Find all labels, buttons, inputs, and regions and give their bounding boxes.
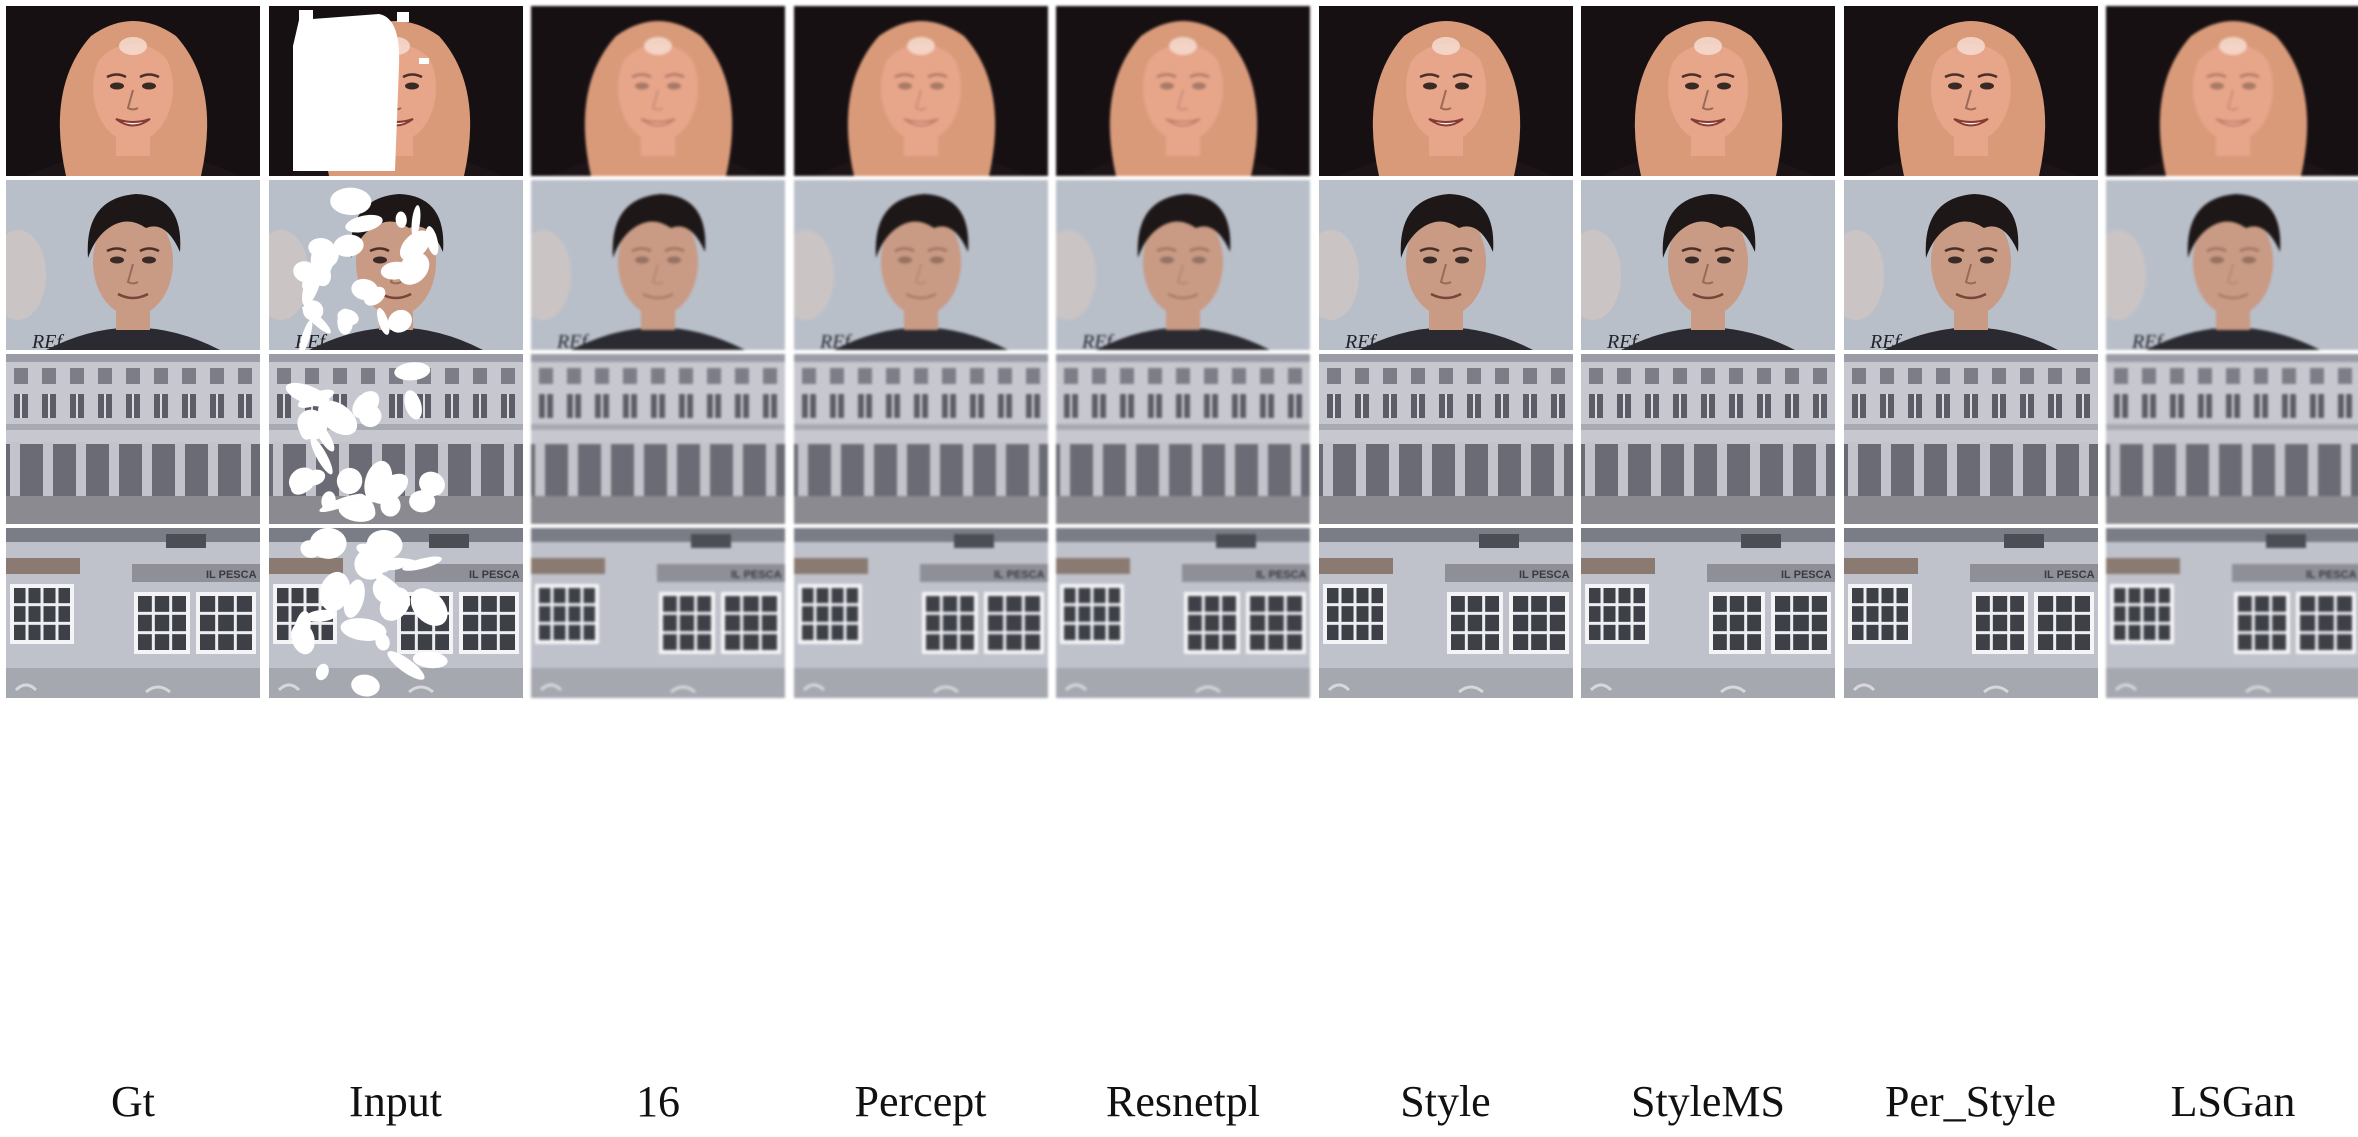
- man-portrait-photo-masked-input-image: REf: [268, 180, 523, 350]
- column-label-input: Input: [349, 1077, 442, 1126]
- shopfront-facade-photo-inpainted-result-image: IL PESCA: [1318, 528, 1573, 698]
- woman-portrait-photo-inpainted-result-image: [1581, 6, 1835, 176]
- woman-portrait-photo-inpainted-result-image: [531, 6, 785, 176]
- building-facade-photo-inpainted-result-image: [1056, 354, 1310, 524]
- image-cell-building-1-per_style: [1843, 354, 2098, 524]
- image-cell-building-2-lsgan: IL PESCA: [2106, 528, 2358, 698]
- man-portrait-photo-inpainted-result-image: REf: [1843, 180, 2098, 350]
- svg-text:IL PESCA: IL PESCA: [1781, 569, 1832, 581]
- image-cell-face-man-resnetpl: REf: [1056, 180, 1310, 350]
- image-cell-building-1-16: [531, 354, 785, 524]
- woman-portrait-photo-inpainted-result-image: [1843, 6, 2098, 176]
- image-cell-building-2-16: IL PESCA: [531, 528, 785, 698]
- woman-portrait-photo-inpainted-result-image: [1056, 6, 1310, 176]
- svg-text:IL PESCA: IL PESCA: [994, 569, 1045, 581]
- image-cell-face-woman-resnetpl: [1056, 6, 1310, 176]
- svg-text:IL PESCA: IL PESCA: [469, 569, 520, 581]
- shopfront-facade-photo-inpainted-result-image: IL PESCA: [793, 528, 1048, 698]
- building-facade-photo-inpainted-result-image: [531, 354, 785, 524]
- image-cell-building-2-per_style: IL PESCA: [1843, 528, 2098, 698]
- shopfront-facade-photo-inpainted-result-image: IL PESCA: [1843, 528, 2098, 698]
- column-label-lsgan: LSGan: [2170, 1077, 2296, 1126]
- column-label-stylems: StyleMS: [1630, 1077, 1786, 1126]
- column-label-per_style: Per_Style: [1884, 1077, 2057, 1126]
- man-portrait-photo-inpainted-result-image: REf: [2106, 180, 2358, 350]
- building-facade-photo-ground-truth-image: [6, 354, 260, 524]
- column-label-16: 16: [636, 1077, 680, 1126]
- building-facade-photo-inpainted-result-image: [793, 354, 1048, 524]
- woman-portrait-photo-ground-truth-image: [6, 6, 260, 176]
- column-label-gt: Gt: [111, 1077, 155, 1126]
- shopfront-facade-photo-ground-truth-image: IL PESCA: [6, 528, 260, 698]
- man-portrait-photo-ground-truth-image: REf: [6, 180, 260, 350]
- image-cell-face-man-gt: REf: [6, 180, 260, 350]
- woman-portrait-photo-inpainted-result-image: [2106, 6, 2358, 176]
- man-portrait-photo-inpainted-result-image: REf: [793, 180, 1048, 350]
- image-cell-face-woman-percept: [793, 6, 1048, 176]
- building-facade-photo-inpainted-result-image: [1843, 354, 2098, 524]
- image-cell-face-man-stylems: REf: [1581, 180, 1835, 350]
- shopfront-facade-photo-inpainted-result-image: IL PESCA: [1056, 528, 1310, 698]
- image-cell-building-1-style: [1318, 354, 1573, 524]
- image-cell-building-2-style: IL PESCA: [1318, 528, 1573, 698]
- image-cell-face-man-lsgan: REf: [2106, 180, 2358, 350]
- column-label-style: Style: [1400, 1077, 1491, 1126]
- image-cell-face-man-style: REf: [1318, 180, 1573, 350]
- man-portrait-photo-inpainted-result-image: REf: [1318, 180, 1573, 350]
- image-cell-face-man-input: REf: [268, 180, 523, 350]
- column-label-resnetpl: Resnetpl: [1106, 1077, 1260, 1126]
- column-label-percept: Percept: [854, 1077, 987, 1126]
- woman-portrait-photo-inpainted-result-image: [793, 6, 1048, 176]
- svg-text:IL PESCA: IL PESCA: [1519, 569, 1570, 581]
- image-cell-face-man-16: REf: [531, 180, 785, 350]
- man-portrait-photo-inpainted-result-image: REf: [1581, 180, 1835, 350]
- image-cell-face-man-per_style: REf: [1843, 180, 2098, 350]
- image-cell-face-woman-per_style: [1843, 6, 2098, 176]
- building-facade-photo-inpainted-result-image: [1318, 354, 1573, 524]
- image-cell-building-1-lsgan: [2106, 354, 2358, 524]
- image-cell-building-1-input: [268, 354, 523, 524]
- image-cell-building-1-percept: [793, 354, 1048, 524]
- image-cell-face-woman-stylems: [1581, 6, 1835, 176]
- image-cell-building-1-resnetpl: [1056, 354, 1310, 524]
- shopfront-facade-photo-inpainted-result-image: IL PESCA: [531, 528, 785, 698]
- building-facade-photo-inpainted-result-image: [1581, 354, 1835, 524]
- image-cell-face-woman-style: [1318, 6, 1573, 176]
- image-cell-building-1-stylems: [1581, 354, 1835, 524]
- building-facade-photo-inpainted-result-image: [2106, 354, 2358, 524]
- image-cell-face-woman-gt: [6, 6, 260, 176]
- svg-text:IL PESCA: IL PESCA: [731, 569, 782, 581]
- shopfront-facade-photo-inpainted-result-image: IL PESCA: [1581, 528, 1835, 698]
- image-cell-building-2-resnetpl: IL PESCA: [1056, 528, 1310, 698]
- image-cell-face-woman-16: [531, 6, 785, 176]
- image-cell-building-1-gt: [6, 354, 260, 524]
- image-cell-building-2-input: IL PESCA: [268, 528, 523, 698]
- image-cell-face-man-percept: REf: [793, 180, 1048, 350]
- man-portrait-photo-inpainted-result-image: REf: [1056, 180, 1310, 350]
- man-portrait-photo-inpainted-result-image: REf: [531, 180, 785, 350]
- building-facade-photo-masked-input-image: [268, 354, 523, 524]
- image-cell-face-woman-input: [268, 6, 523, 176]
- shopfront-facade-photo-masked-input-image: IL PESCA: [268, 528, 523, 698]
- image-cell-building-2-stylems: IL PESCA: [1581, 528, 1835, 698]
- svg-text:IL PESCA: IL PESCA: [2044, 569, 2095, 581]
- image-cell-building-2-percept: IL PESCA: [793, 528, 1048, 698]
- svg-text:IL PESCA: IL PESCA: [2306, 569, 2357, 581]
- svg-text:IL PESCA: IL PESCA: [1256, 569, 1307, 581]
- woman-portrait-photo-masked-input-image: [268, 6, 523, 176]
- shopfront-facade-photo-inpainted-result-image: IL PESCA: [2106, 528, 2358, 698]
- woman-portrait-photo-inpainted-result-image: [1318, 6, 1573, 176]
- image-cell-building-2-gt: IL PESCA: [6, 528, 260, 698]
- svg-text:IL PESCA: IL PESCA: [206, 569, 257, 581]
- image-cell-face-woman-lsgan: [2106, 6, 2358, 176]
